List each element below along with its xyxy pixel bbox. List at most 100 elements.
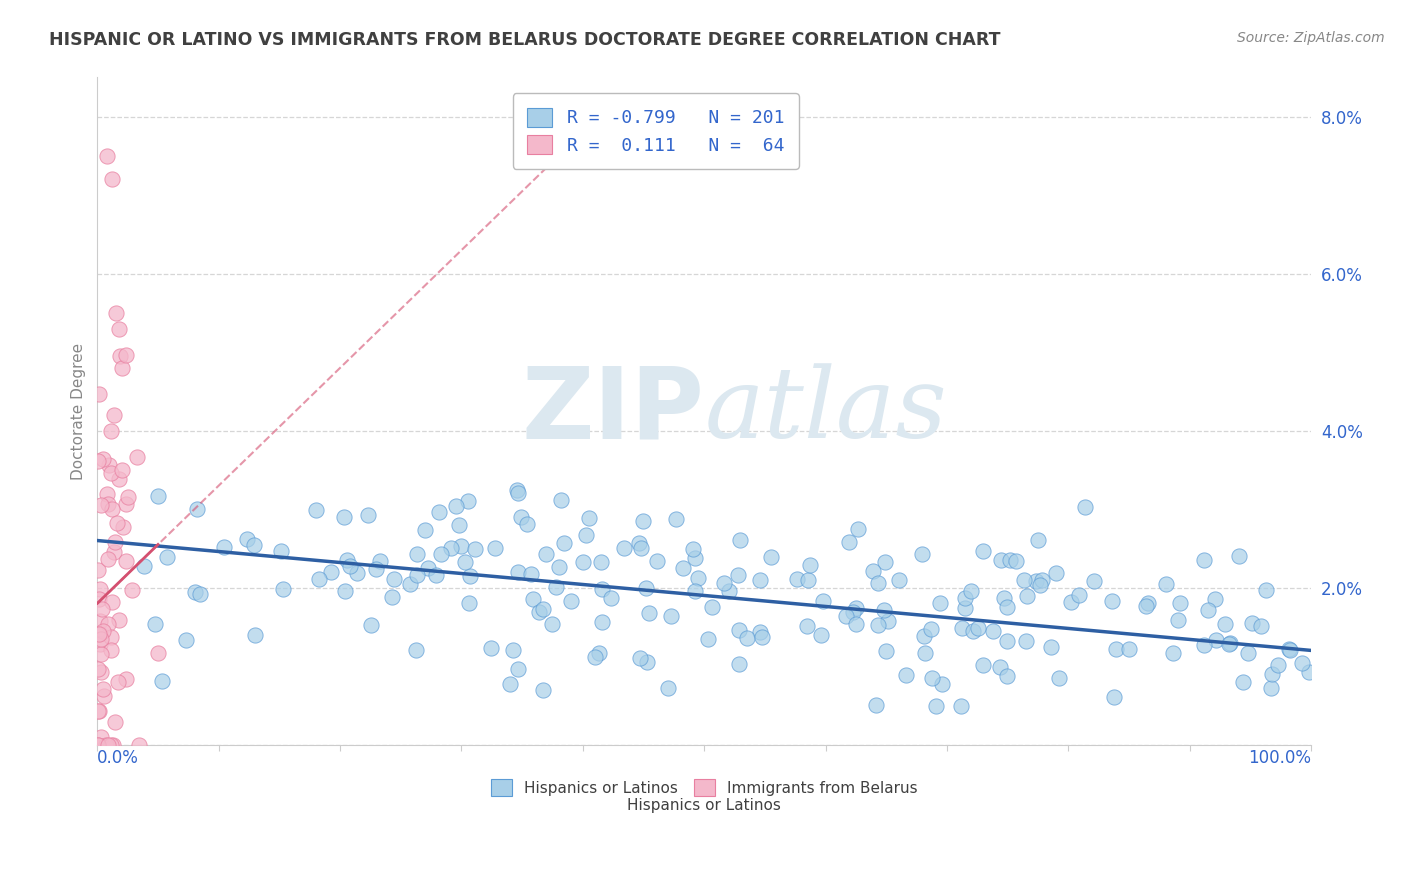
Point xyxy=(877,615,900,629)
Point xyxy=(150,673,173,688)
Point xyxy=(270,544,292,558)
Point xyxy=(430,547,453,561)
Point xyxy=(87,704,110,718)
Point xyxy=(87,454,110,468)
Point xyxy=(446,499,468,513)
Point xyxy=(683,550,706,565)
Point xyxy=(458,596,481,610)
Point xyxy=(920,623,942,637)
Point xyxy=(583,650,606,665)
Point xyxy=(672,561,695,575)
Point xyxy=(875,644,897,658)
Point xyxy=(502,642,524,657)
Point xyxy=(553,536,575,550)
Point xyxy=(1059,595,1081,609)
Point xyxy=(548,559,571,574)
Point xyxy=(865,698,887,712)
Point xyxy=(1031,573,1053,587)
Point xyxy=(1105,641,1128,656)
Point xyxy=(89,627,111,641)
Point xyxy=(104,306,127,320)
Point xyxy=(93,690,115,704)
Point xyxy=(96,149,118,163)
Point xyxy=(1250,618,1272,632)
Point xyxy=(107,674,129,689)
Point xyxy=(186,502,208,516)
Point xyxy=(578,510,600,524)
Point xyxy=(1137,596,1160,610)
Point xyxy=(962,624,984,639)
Point xyxy=(1025,574,1047,588)
Text: ZIP: ZIP xyxy=(522,362,704,459)
Text: Source: ZipAtlas.com: Source: ZipAtlas.com xyxy=(1237,31,1385,45)
Point xyxy=(97,617,120,632)
Text: 0.0%: 0.0% xyxy=(97,748,139,766)
Point xyxy=(506,486,529,500)
Point xyxy=(749,625,772,640)
Point xyxy=(647,554,669,568)
Point xyxy=(506,662,529,676)
Point xyxy=(416,560,439,574)
Point xyxy=(339,558,361,573)
Point xyxy=(479,641,502,656)
Point xyxy=(728,623,751,637)
Point xyxy=(381,590,404,604)
Point xyxy=(810,628,832,642)
Point xyxy=(1205,633,1227,648)
Point xyxy=(983,624,1005,638)
Point xyxy=(972,544,994,558)
Point xyxy=(697,632,720,646)
Point xyxy=(333,584,356,599)
Point xyxy=(531,602,554,616)
Point xyxy=(91,451,114,466)
Point xyxy=(236,532,259,546)
Point xyxy=(90,730,112,744)
Point xyxy=(89,615,111,629)
Point xyxy=(1197,603,1219,617)
Point xyxy=(105,516,128,530)
Point xyxy=(868,576,890,591)
Point xyxy=(458,569,481,583)
Point xyxy=(103,408,125,422)
Point xyxy=(156,549,179,564)
Point xyxy=(382,572,405,586)
Point xyxy=(454,555,477,569)
Point xyxy=(868,618,890,632)
Point xyxy=(104,714,127,729)
Point xyxy=(955,600,977,615)
Point xyxy=(1192,553,1215,567)
Point xyxy=(413,523,436,537)
Point xyxy=(638,607,661,621)
Point xyxy=(1118,641,1140,656)
Point xyxy=(1232,674,1254,689)
Point xyxy=(484,541,506,555)
Point xyxy=(174,632,197,647)
Point xyxy=(96,487,118,501)
Point xyxy=(111,463,134,477)
Point xyxy=(990,553,1012,567)
Point xyxy=(115,348,138,362)
Point xyxy=(405,643,427,657)
Point xyxy=(336,553,359,567)
Point xyxy=(100,466,122,480)
Point xyxy=(728,657,751,671)
Point xyxy=(108,321,131,335)
Point xyxy=(630,541,652,555)
Point xyxy=(100,424,122,438)
Text: Hispanics or Latinos: Hispanics or Latinos xyxy=(627,798,782,813)
Point xyxy=(1029,577,1052,591)
Point xyxy=(1218,637,1240,651)
Point xyxy=(346,566,368,580)
Point xyxy=(925,699,948,714)
Point xyxy=(633,514,655,528)
Point xyxy=(1194,638,1216,652)
Point xyxy=(1047,671,1070,685)
Point xyxy=(912,629,935,643)
Point xyxy=(101,172,124,186)
Point xyxy=(628,651,651,665)
Text: 100.0%: 100.0% xyxy=(1249,748,1312,766)
Point xyxy=(845,600,868,615)
Point xyxy=(796,574,818,588)
Point xyxy=(536,547,558,561)
Point xyxy=(87,662,110,676)
